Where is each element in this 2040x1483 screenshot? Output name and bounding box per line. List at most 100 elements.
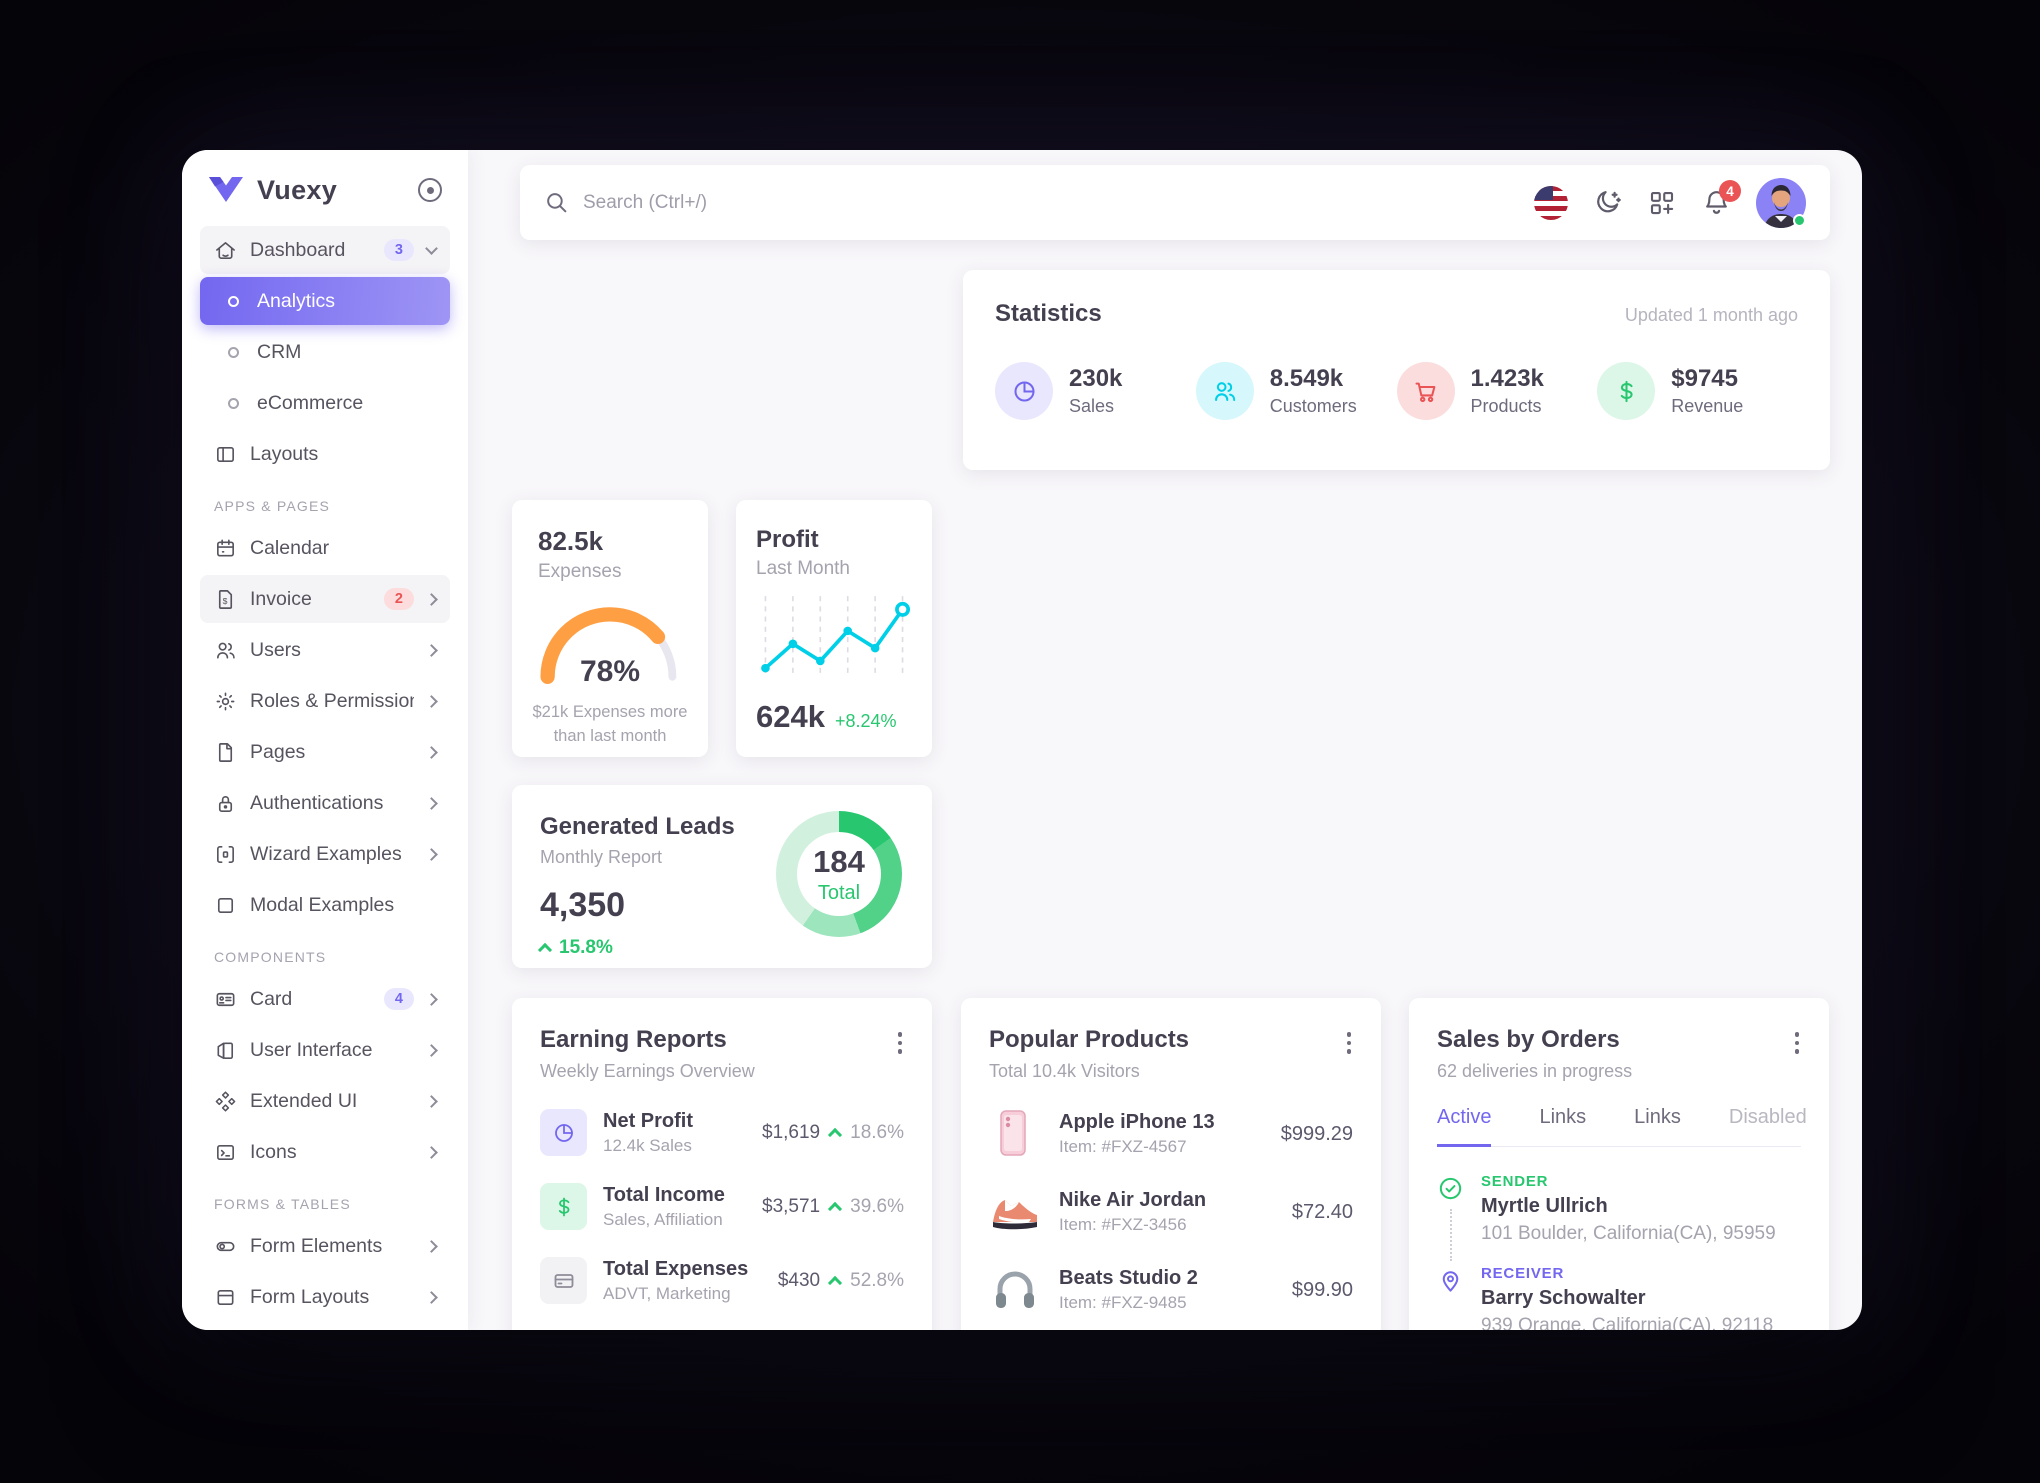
- sidebar-item-authentications[interactable]: Authentications: [200, 779, 450, 827]
- section-header-apps: APPS & PAGES: [214, 498, 331, 514]
- sidebar-item-label: Modal Examples: [250, 893, 395, 916]
- search-placeholder: Search (Ctrl+/): [583, 191, 708, 213]
- receiver-label: RECEIVER: [1481, 1265, 1565, 1282]
- user-avatar[interactable]: [1756, 177, 1806, 228]
- kebab-menu-icon[interactable]: [894, 1028, 907, 1058]
- calendar-icon: [217, 539, 234, 557]
- sidebar-item-label: Users: [250, 638, 301, 661]
- stat-value: $9745: [1671, 365, 1738, 392]
- product-price: $999.29: [1280, 1122, 1353, 1145]
- sidebar-item-invoice[interactable]: $ Invoice 2: [200, 575, 450, 623]
- sidebar-item-label: Form Layouts: [250, 1285, 370, 1308]
- search-input[interactable]: Search (Ctrl+/): [544, 190, 1534, 215]
- earning-reports-title: Earning Reports: [540, 1026, 727, 1053]
- receiver-block: RECEIVER Barry Schowalter 939 Orange, Ca…: [1437, 1265, 1801, 1330]
- receiver-address: 939 Orange, California(CA), 92118: [1481, 1315, 1774, 1330]
- chevron-right-icon: [425, 1043, 438, 1057]
- sidebar-item-card[interactable]: Card 4: [200, 975, 450, 1023]
- expenses-value: 82.5k: [538, 526, 604, 556]
- sidebar-item-label: User Interface: [250, 1038, 373, 1061]
- statistics-card: Statistics Updated 1 month ago 230k Sales…: [963, 270, 1830, 470]
- search-icon: [547, 193, 567, 213]
- product-row-beats: Beats Studio 2 Item: #FXZ-9485 $99.90: [989, 1264, 1353, 1316]
- sidebar-item-label: Card: [250, 987, 293, 1010]
- stat-value: 1.423k: [1470, 365, 1544, 392]
- sidebar-item-analytics[interactable]: Analytics: [200, 277, 450, 325]
- lock-icon: [218, 795, 233, 812]
- statistics-updated: Updated 1 month ago: [1624, 305, 1798, 325]
- sidebar-item-icons[interactable]: Icons: [200, 1128, 450, 1176]
- cart-icon: [1396, 362, 1455, 420]
- notifications-button[interactable]: 4: [1701, 180, 1741, 218]
- stat-value: 8.549k: [1269, 365, 1344, 392]
- sidebar-item-layouts[interactable]: Layouts: [200, 430, 450, 478]
- bullet-icon: [228, 397, 239, 409]
- product-price: $72.40: [1291, 1200, 1353, 1223]
- sidebar-item-user-interface[interactable]: User Interface: [200, 1026, 450, 1074]
- sidebar-item-form-layouts[interactable]: Form Layouts: [200, 1273, 450, 1321]
- sidebar-item-dashboard[interactable]: Dashboard 3: [200, 226, 450, 274]
- dashboard-badge: 3: [383, 239, 414, 261]
- moon-stars-icon: [1597, 191, 1621, 213]
- generated-leads-card: Generated Leads Monthly Report 4,350 15.…: [512, 785, 932, 968]
- sidebar-item-roles-permissions[interactable]: Roles & Permissions: [200, 677, 450, 725]
- product-price: $99.90: [1291, 1278, 1353, 1301]
- check-circle-icon: [1437, 1173, 1467, 1245]
- sidebar-item-pages[interactable]: Pages: [200, 728, 450, 776]
- tab-disabled: Disabled: [1728, 1106, 1807, 1128]
- bullet-icon: [228, 346, 239, 358]
- earning-row-total-expenses: Total Expenses ADVT, Marketing $430 52.8%: [540, 1257, 904, 1304]
- orders-tabs: Active Links Links Disabled: [1437, 1106, 1807, 1147]
- popular-products-subtitle: Total 10.4k Visitors: [989, 1061, 1140, 1081]
- sidebar-item-calendar[interactable]: Calendar: [200, 524, 450, 572]
- chevron-right-icon: [425, 847, 438, 861]
- statistics-row: 230k Sales 8.549k Customers 1.423k Products…: [995, 362, 1798, 420]
- sender-address: 101 Boulder, California(CA), 95959: [1481, 1223, 1776, 1244]
- profit-subtitle: Last Month: [756, 558, 850, 579]
- credit-card-icon: [540, 1257, 587, 1304]
- earning-row-total-income: Total Income Sales, Affiliation $3,571 39.…: [540, 1183, 904, 1230]
- sidebar: Vuexy Dashboard 3 Analytics CRM eCommerc…: [182, 150, 468, 1330]
- brand-name: Vuexy: [257, 174, 338, 205]
- tab-links-1[interactable]: Links: [1539, 1106, 1587, 1128]
- stat-customers: 8.549k Customers: [1195, 362, 1397, 420]
- sidebar-item-label: Icons: [250, 1140, 297, 1163]
- kebab-menu-icon[interactable]: [1343, 1028, 1356, 1058]
- caret-up-icon: [828, 1127, 843, 1142]
- tab-links-2[interactable]: Links: [1634, 1106, 1681, 1128]
- tab-active[interactable]: Active: [1437, 1106, 1492, 1147]
- dark-mode-toggle[interactable]: [1592, 187, 1623, 218]
- sidebar-item-crm[interactable]: CRM: [200, 328, 450, 376]
- stat-revenue: $9745 Revenue: [1597, 362, 1798, 420]
- sidebar-item-label: Extended UI: [250, 1089, 358, 1112]
- stat-label: Revenue: [1671, 396, 1744, 416]
- stat-label: Sales: [1069, 396, 1115, 416]
- menu-pin-icon[interactable]: [418, 178, 442, 202]
- product-row-nike: Nike Air Jordan Item: #FXZ-3456 $72.40: [989, 1186, 1353, 1238]
- sidebar-item-extended-ui[interactable]: Extended UI: [200, 1077, 450, 1125]
- sidebar-item-ecommerce[interactable]: eCommerce: [200, 379, 450, 427]
- sales-by-orders-card: Sales by Orders 62 deliveries in progres…: [1409, 998, 1829, 1330]
- language-flag-icon[interactable]: [1534, 185, 1568, 220]
- leads-total-label: Total: [817, 881, 861, 904]
- profit-value: 624k: [756, 699, 825, 734]
- sidebar-item-wizard-examples[interactable]: Wizard Examples: [200, 830, 450, 878]
- kebab-menu-icon[interactable]: [1791, 1028, 1804, 1058]
- expenses-card: 82.5k Expenses 78% $21k Expenses more th…: [512, 500, 708, 757]
- diamonds-icon: [215, 1090, 236, 1112]
- sidebar-item-form-elements[interactable]: Form Elements: [200, 1222, 450, 1270]
- stat-label: Customers: [1269, 396, 1357, 416]
- apps-grid-button[interactable]: [1647, 188, 1677, 218]
- expenses-gauge-fill: [540, 607, 680, 684]
- section-header-components: COMPONENTS: [214, 949, 327, 965]
- profit-title: Profit: [756, 526, 819, 553]
- panels-icon: [217, 1041, 234, 1059]
- home-icon: [216, 241, 235, 259]
- sidebar-item-label: eCommerce: [257, 391, 364, 414]
- terminal-icon: [217, 1144, 234, 1160]
- earning-reports-subtitle: Weekly Earnings Overview: [540, 1061, 755, 1081]
- sidebar-item-modal-examples[interactable]: Modal Examples: [200, 881, 450, 929]
- sidebar-item-users[interactable]: Users: [200, 626, 450, 674]
- expenses-caption: $21k Expenses more than last month: [532, 703, 688, 745]
- leads-donut-chart: 184 Total: [776, 811, 902, 937]
